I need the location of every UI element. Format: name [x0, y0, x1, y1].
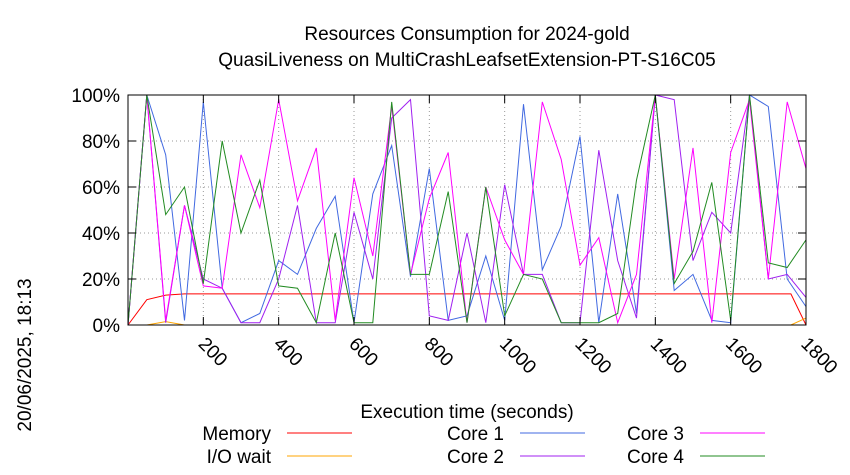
legend-label-core-1: Core 1: [447, 424, 504, 445]
x-tick-label: 1600: [721, 334, 766, 379]
legend-label-core-2: Core 2: [447, 447, 504, 468]
y-tick-label: 20%: [82, 270, 120, 291]
y-tick-label: 0%: [93, 316, 121, 337]
x-tick-label: 1000: [495, 334, 540, 379]
x-axis-label: Execution time (seconds): [360, 402, 573, 423]
legend-label-memory: Memory: [202, 424, 271, 445]
series-line-memory: [127, 293, 807, 326]
y-tick-label: 100%: [71, 86, 120, 107]
series-line-core-2: [127, 94, 807, 326]
x-tick-label: 400: [269, 334, 306, 371]
x-tick-label: 200: [194, 334, 231, 371]
legend-label-i-o-wait: I/O wait: [207, 447, 272, 468]
y-tick-label: 40%: [82, 224, 120, 245]
legend-label-core-3: Core 3: [627, 424, 684, 445]
chart-title-line-2: QuasiLiveness on MultiCrashLeafsetExtens…: [218, 50, 715, 71]
chart-title-line-1: Resources Consumption for 2024-gold: [304, 24, 629, 45]
x-tick-label: 1400: [646, 334, 691, 379]
x-tick-label: 1200: [570, 334, 615, 379]
x-tick-label: 600: [344, 334, 381, 371]
y-tick-label: 80%: [82, 132, 120, 153]
x-tick-label: 800: [420, 334, 457, 371]
timestamp-label: 20/06/2025, 18:13: [15, 278, 36, 431]
x-tick-label: 1800: [796, 334, 841, 379]
legend-label-core-4: Core 4: [627, 447, 684, 468]
y-tick-label: 60%: [82, 178, 120, 199]
series-line-core-4: [127, 94, 807, 326]
series-lines: [127, 94, 807, 326]
plot-frame: [127, 94, 807, 326]
axis-ticks: 0% 20% 40% 60% 80% 100% 200 400 600 800 1000 1200 14…: [71, 86, 841, 378]
